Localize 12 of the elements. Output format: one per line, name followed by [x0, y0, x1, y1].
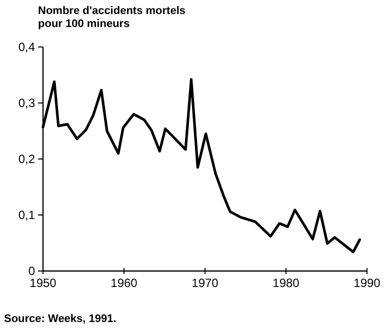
- y-tick-label: 0,1: [18, 208, 36, 222]
- x-tick-label: 1960: [110, 276, 138, 290]
- x-tick-label: 1990: [354, 276, 381, 290]
- x-tick-label: 1980: [272, 276, 300, 290]
- x-tick-label: 1970: [192, 276, 219, 290]
- y-tick-label: 0: [28, 264, 36, 278]
- y-tick-label: 0,2: [18, 152, 36, 166]
- source-note: Source: Weeks, 1991.: [4, 313, 116, 325]
- y-tick-label: 0,4: [18, 40, 36, 54]
- x-tick-label: 1950: [30, 276, 57, 290]
- y-tick-label: 0,3: [18, 96, 36, 110]
- y-axis-title: Nombre d'accidents mortels pour 100 mineurs: [38, 5, 186, 30]
